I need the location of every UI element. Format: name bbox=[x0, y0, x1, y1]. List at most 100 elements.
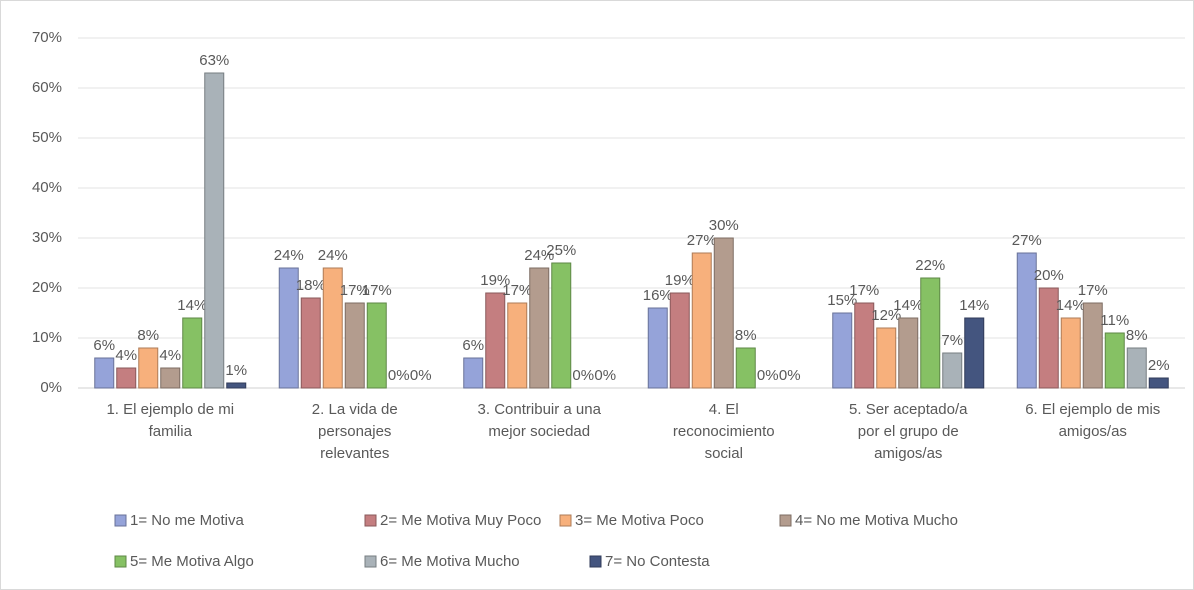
data-label: 25% bbox=[546, 242, 576, 259]
x-tick-label: 3. Contribuir a una bbox=[478, 401, 602, 418]
bar bbox=[551, 262, 572, 389]
legend-label: 1= No me Motiva bbox=[130, 512, 244, 529]
bar bbox=[94, 357, 115, 389]
data-label: 18% bbox=[296, 277, 326, 294]
data-label: 63% bbox=[199, 52, 229, 69]
data-label: 8% bbox=[137, 327, 159, 344]
data-label: 0% bbox=[388, 367, 410, 384]
bar bbox=[1104, 332, 1125, 389]
bar bbox=[964, 317, 985, 389]
x-tick-label: amigos/as bbox=[1059, 423, 1127, 440]
bar bbox=[942, 352, 963, 389]
data-label: 22% bbox=[915, 257, 945, 274]
legend-label: 5= Me Motiva Algo bbox=[130, 553, 254, 570]
bar bbox=[669, 292, 690, 389]
x-tick-label: 1. El ejemplo de mi bbox=[106, 401, 234, 418]
data-label: 19% bbox=[665, 272, 695, 289]
bar bbox=[138, 347, 159, 389]
bar bbox=[854, 302, 875, 389]
bar bbox=[1060, 317, 1081, 389]
data-label: 0% bbox=[594, 367, 616, 384]
legend-swatch bbox=[364, 555, 377, 568]
x-tick-label: reconocimiento bbox=[673, 423, 775, 440]
data-label: 17% bbox=[362, 282, 392, 299]
bar bbox=[204, 72, 225, 389]
data-label: 20% bbox=[1034, 267, 1064, 284]
data-label: 0% bbox=[757, 367, 779, 384]
x-tick-label: 2. La vida de bbox=[312, 401, 398, 418]
data-label: 24% bbox=[274, 247, 304, 264]
x-tick-label: personajes bbox=[318, 423, 391, 440]
data-label: 0% bbox=[572, 367, 594, 384]
data-label: 17% bbox=[849, 282, 879, 299]
data-label: 0% bbox=[779, 367, 801, 384]
y-tick-label: 20% bbox=[32, 279, 62, 296]
bar bbox=[463, 357, 484, 389]
bar bbox=[1126, 347, 1147, 389]
data-label: 4% bbox=[159, 347, 181, 364]
y-tick-label: 10% bbox=[32, 329, 62, 346]
bar bbox=[920, 277, 941, 389]
bar bbox=[160, 367, 181, 389]
data-label: 19% bbox=[480, 272, 510, 289]
x-tick-label: por el grupo de bbox=[858, 423, 959, 440]
bar bbox=[300, 297, 321, 389]
legend-swatch bbox=[114, 555, 127, 568]
legend-label: 4= No me Motiva Mucho bbox=[795, 512, 958, 529]
x-tick-label: 6. El ejemplo de mis bbox=[1025, 401, 1160, 418]
bar bbox=[647, 307, 668, 389]
data-label: 27% bbox=[1012, 232, 1042, 249]
data-label: 14% bbox=[1056, 297, 1086, 314]
bar bbox=[713, 237, 734, 389]
legend-label: 6= Me Motiva Mucho bbox=[380, 553, 520, 570]
bar bbox=[116, 367, 137, 389]
bar bbox=[1016, 252, 1037, 389]
data-label: 6% bbox=[462, 337, 484, 354]
data-label: 8% bbox=[735, 327, 757, 344]
bar bbox=[1148, 377, 1169, 389]
data-label: 2% bbox=[1148, 357, 1170, 374]
bar bbox=[898, 317, 919, 389]
data-label: 14% bbox=[177, 297, 207, 314]
data-label: 12% bbox=[871, 307, 901, 324]
legend-swatch bbox=[559, 514, 572, 527]
data-label: 14% bbox=[893, 297, 923, 314]
y-tick-label: 30% bbox=[32, 229, 62, 246]
x-tick-label: mejor sociedad bbox=[488, 423, 590, 440]
bar bbox=[832, 312, 853, 389]
x-tick-label: 4. El bbox=[709, 401, 739, 418]
bar bbox=[876, 327, 897, 389]
bar bbox=[322, 267, 343, 389]
x-tick-label: social bbox=[705, 445, 743, 462]
data-label: 11% bbox=[1100, 312, 1129, 329]
x-tick-label: 5. Ser aceptado/a bbox=[849, 401, 968, 418]
legend-swatch bbox=[589, 555, 602, 568]
data-label: 17% bbox=[502, 282, 532, 299]
legend-label: 7= No Contesta bbox=[605, 553, 710, 570]
x-tick-label: familia bbox=[149, 423, 193, 440]
bar bbox=[507, 302, 528, 389]
data-label: 27% bbox=[687, 232, 717, 249]
data-label: 7% bbox=[941, 332, 963, 349]
data-label: 17% bbox=[1078, 282, 1108, 299]
y-tick-label: 0% bbox=[40, 379, 62, 396]
bar bbox=[278, 267, 299, 389]
bar bbox=[1038, 287, 1059, 389]
legend-label: 3= Me Motiva Poco bbox=[575, 512, 704, 529]
bar bbox=[735, 347, 756, 389]
data-label: 24% bbox=[524, 247, 554, 264]
x-tick-label: amigos/as bbox=[874, 445, 942, 462]
data-label: 24% bbox=[318, 247, 348, 264]
data-label: 17% bbox=[340, 282, 370, 299]
y-tick-label: 60% bbox=[32, 79, 62, 96]
data-label: 8% bbox=[1126, 327, 1148, 344]
bar bbox=[529, 267, 550, 389]
data-label: 6% bbox=[93, 337, 115, 354]
y-tick-label: 50% bbox=[32, 129, 62, 146]
data-label: 15% bbox=[827, 292, 857, 309]
y-tick-label: 40% bbox=[32, 179, 62, 196]
data-label: 14% bbox=[959, 297, 989, 314]
legend-swatch bbox=[114, 514, 127, 527]
